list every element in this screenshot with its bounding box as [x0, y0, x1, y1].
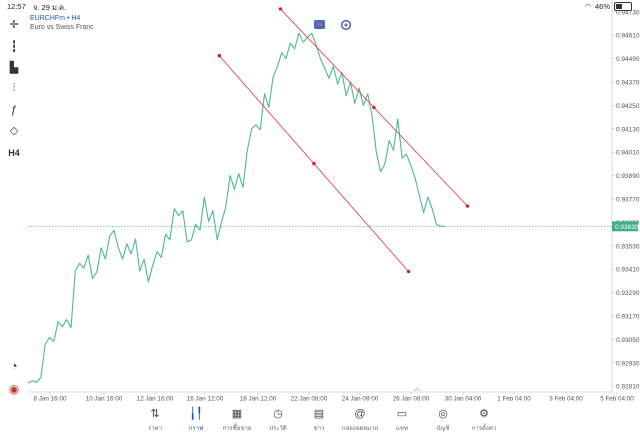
one-click-icon-dot [344, 23, 348, 27]
crosshair-icon[interactable]: ✛ [9, 18, 19, 31]
time-tick-label: 3 Feb 04:00 [549, 396, 583, 403]
time-tick-label: 26 Jan 08:00 [393, 396, 430, 403]
accounts-icon: ◎ [438, 408, 448, 420]
history-icon: ◷ [273, 408, 283, 420]
tab-history[interactable]: ◷ ประวัติ [257, 405, 299, 439]
price-tick-label: 0.93050 [616, 337, 640, 344]
price-tick-label: 0.93290 [616, 290, 640, 297]
trendline-handle[interactable] [465, 204, 470, 208]
tab-label: บัญชี [436, 426, 450, 432]
tab-chart[interactable]: ╽╿ กราฟ [175, 405, 217, 439]
chart-zoom-icon[interactable]: ◔ [10, 359, 18, 373]
tab-label: การตั้งค่า [471, 426, 497, 432]
time-tick-label: 24 Jan 08:00 [342, 396, 379, 403]
bars-icon[interactable]: ▙ [9, 61, 19, 74]
status-date: จ. 29 ม.ค. [33, 3, 67, 12]
trendline-handle[interactable] [312, 161, 316, 166]
price-tick-label: 0.94730 [616, 9, 640, 16]
time-tick-label: 1 Feb 04:00 [497, 396, 531, 403]
symbol-timeframe: H4 [71, 15, 81, 22]
ask-buy-icon-mark [317, 23, 322, 26]
tab-chat[interactable]: ▭ แชท [381, 405, 423, 439]
price-line-series [27, 32, 446, 384]
time-tick-label: 30 Jan 04:00 [445, 396, 482, 403]
price-tick-label: 0.92930 [616, 360, 640, 367]
trendline-handle[interactable] [406, 269, 411, 274]
time-tick-label: 18 Jan 12:00 [240, 396, 277, 403]
price-tick-label: 0.93170 [616, 313, 640, 320]
shapes-icon[interactable]: ◇ [9, 124, 19, 137]
tab-settings[interactable]: ⚙ การตั้งค่า [463, 405, 505, 439]
trendline-handle[interactable] [217, 54, 222, 58]
function-icon[interactable]: ƒ [10, 104, 18, 116]
indicators-icon[interactable]: ⫶ [12, 81, 16, 94]
price-tick-label: 0.93890 [616, 173, 640, 180]
tab-label: ราคา [148, 426, 162, 432]
trendline-handle[interactable] [278, 7, 283, 11]
bottom-tab-bar: ⇅ ราคา ╽╿ กราฟ ▦ การซื้อขาย ◷ ประวัติ ▤ ข่าว @ กล่อ… [0, 405, 640, 447]
tab-news[interactable]: ▤ ข่าว [298, 405, 340, 439]
symbol-header: EURCHFm • H4 Euro vs Swiss Franc [30, 15, 94, 31]
price-tick-label: 0.93770 [616, 197, 640, 204]
time-tick-label: 8 Jan 16:00 [34, 396, 67, 403]
time-tick-label: 22 Jan 08:00 [291, 396, 328, 403]
price-tick-label: 0.94610 [616, 33, 640, 40]
price-tick-label: 0.94490 [616, 56, 640, 63]
quotes-icon: ⇅ [150, 408, 160, 420]
tab-mailbox[interactable]: @ กล่องจดหมาย [339, 405, 381, 439]
price-tick-label: 0.92810 [616, 384, 640, 391]
price-tick-label: 0.93530 [616, 243, 640, 250]
tab-label: กล่องจดหมาย [341, 426, 379, 432]
price-tick-label: 0.94250 [616, 103, 640, 110]
one-click-icon[interactable] [340, 19, 352, 31]
trade-icon: ▦ [231, 408, 243, 420]
price-tick-label: 0.93410 [616, 267, 640, 274]
time-tick-label: 10 Jan 16:00 [86, 396, 123, 403]
candlestick-icon[interactable]: ┇ [10, 40, 18, 53]
symbol-description: Euro vs Swiss Franc [30, 24, 94, 31]
wifi-icon: ◠ [584, 2, 591, 11]
time-tick-label: 16 Jan 12:00 [187, 396, 224, 403]
battery-percent: 46% [594, 2, 610, 11]
trendline-handle[interactable] [372, 105, 376, 110]
tab-label: แชท [396, 426, 408, 432]
status-time: 12:57 [7, 2, 26, 11]
tab-trade[interactable]: ▦ การซื้อขาย [216, 405, 258, 439]
scroll-to-end-icon[interactable] [413, 387, 421, 392]
timeframe-h4-label[interactable]: H4 [8, 148, 20, 158]
tab-accounts[interactable]: ◎ บัญชี [422, 405, 464, 439]
battery-icon [614, 2, 632, 11]
status-bar: 12:57 จ. 29 ม.ค. ◠ 46% [0, 0, 640, 13]
tab-label: ข่าว [313, 426, 325, 432]
price-tick-label: 0.94130 [616, 126, 640, 133]
current-price-label: 0.93630 [615, 224, 639, 231]
trade-brand-icon[interactable]: ◉ [8, 382, 20, 396]
symbol-ticker: EURCHFm [30, 15, 65, 22]
time-tick-label: 12 Jan 16:00 [137, 396, 174, 403]
chat-icon: ▭ [396, 408, 408, 420]
price-tick-label: 0.94370 [616, 80, 640, 87]
tab-label: กราฟ [188, 426, 204, 432]
tab-label: ประวัติ [269, 426, 287, 432]
current-price-marker [612, 221, 638, 232]
tab-quotes[interactable]: ⇅ ราคา [134, 405, 176, 439]
time-tick-label: 5 Feb 04:00 [600, 396, 634, 403]
price-tick-label: 0.94010 [616, 150, 640, 157]
settings-icon: ⚙ [479, 408, 489, 420]
chart-icon: ╽╿ [189, 408, 203, 420]
mailbox-icon: @ [354, 408, 366, 420]
news-icon: ▤ [313, 408, 325, 420]
tab-label: การซื้อขาย [222, 426, 252, 432]
